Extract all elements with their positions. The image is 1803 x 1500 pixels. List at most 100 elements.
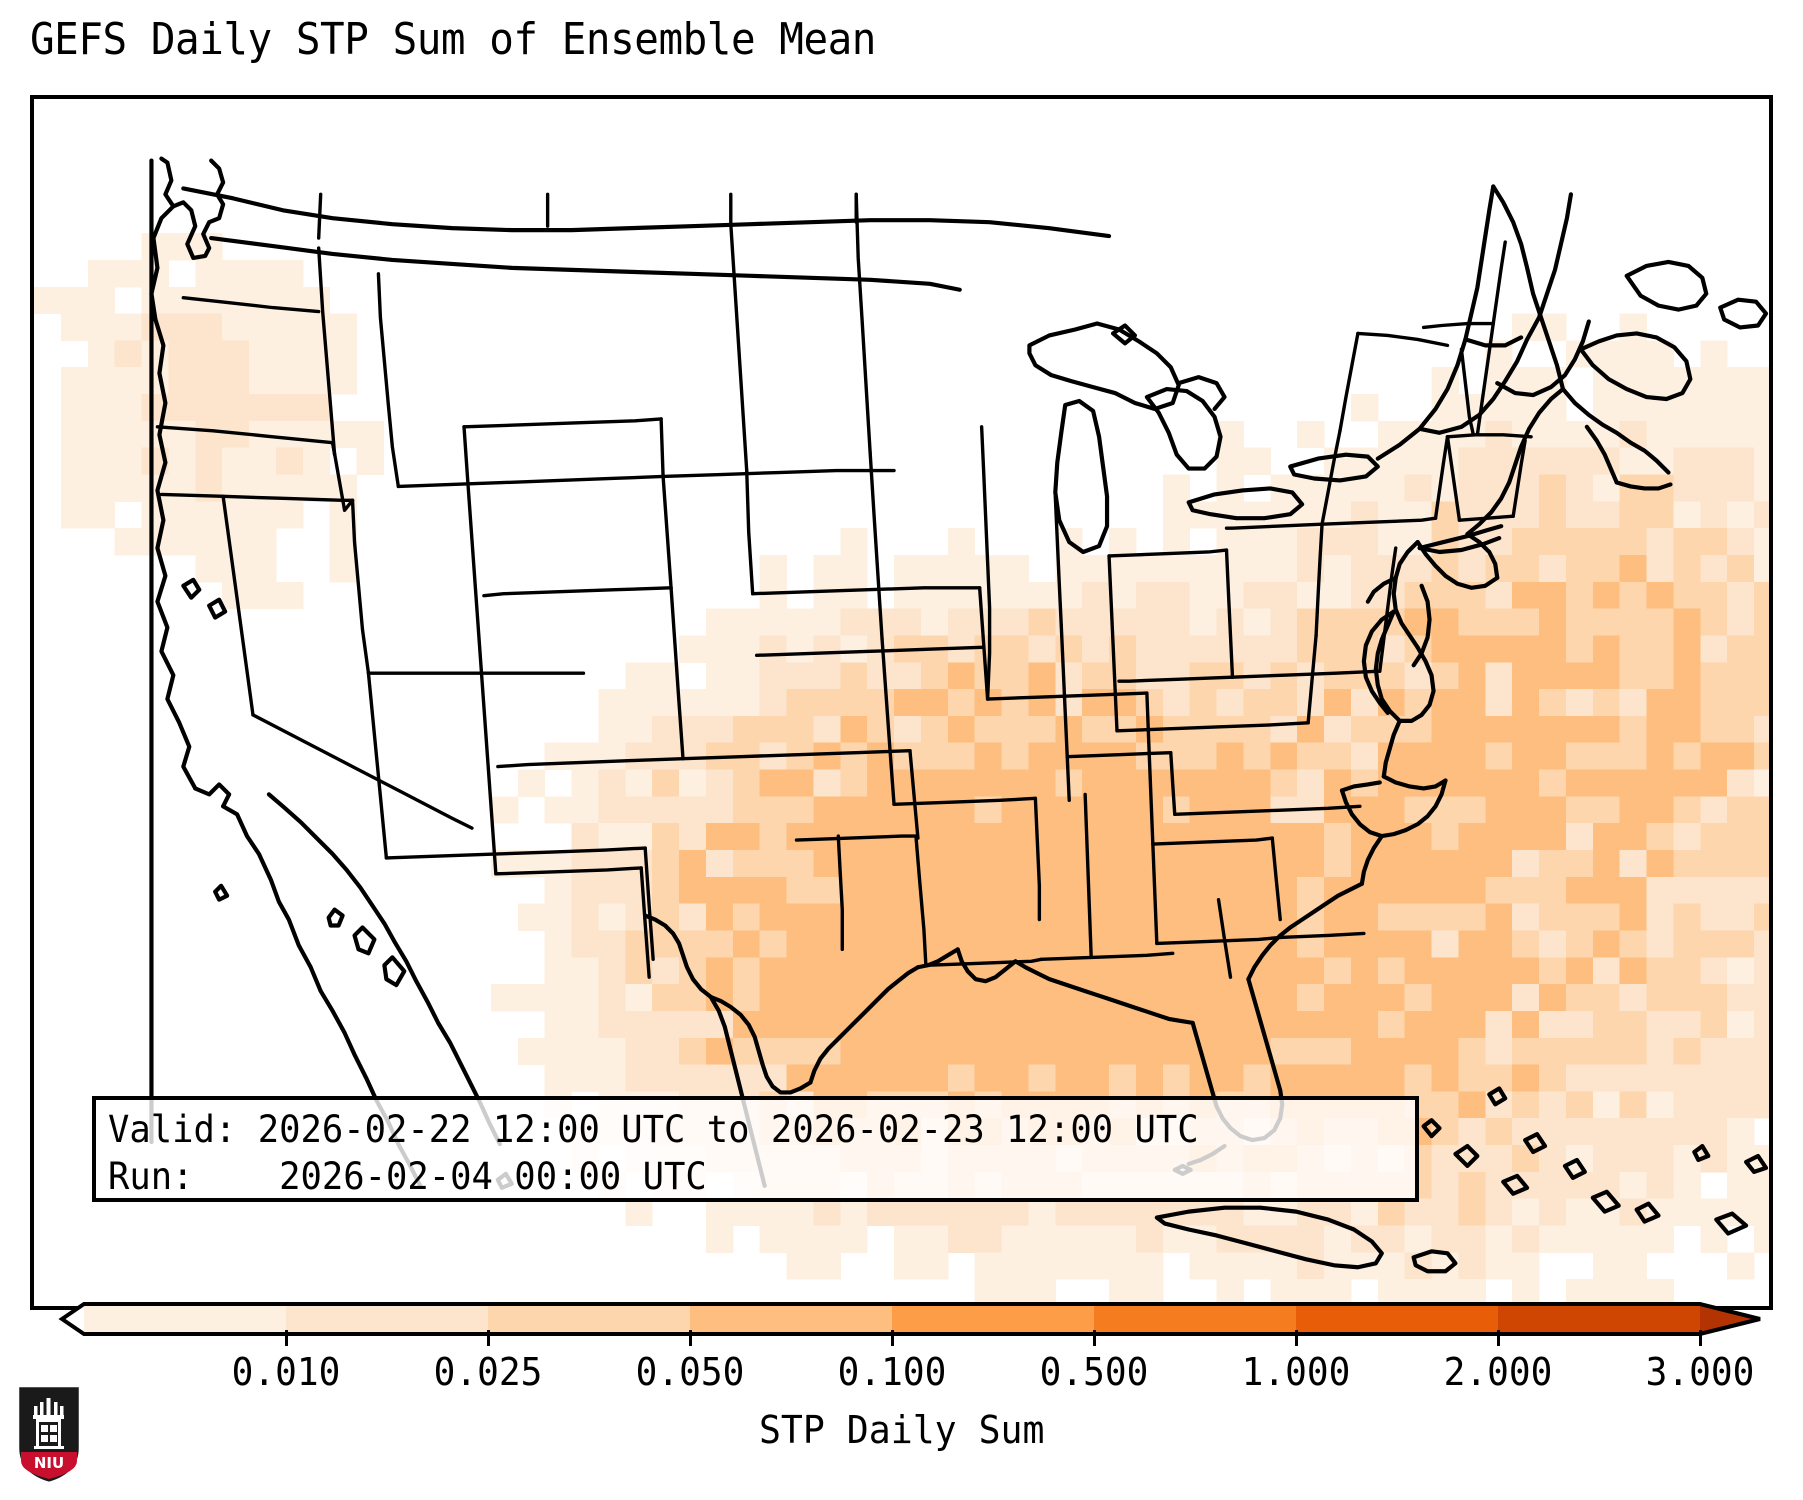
stp-grid-cell (1646, 367, 1674, 395)
stp-grid-cell (1619, 796, 1648, 824)
stp-grid-cell (275, 420, 304, 449)
stp-grid-cell (168, 501, 196, 529)
stp-grid-cell (1619, 876, 1648, 905)
colorbar-band (892, 1304, 1095, 1334)
niu-shield-logo: NIU (14, 1382, 84, 1486)
stp-grid-cell (1700, 340, 1728, 368)
stp-grid-cell (652, 1037, 680, 1066)
stp-grid-cell (786, 823, 814, 851)
stp-grid-cell (1270, 742, 1298, 771)
stp-grid-cell (920, 876, 949, 905)
stp-grid-cell (1297, 608, 1325, 636)
stp-grid-cell (1592, 1037, 1621, 1066)
stp-grid-cell (813, 930, 841, 958)
stp-grid-cell (813, 662, 841, 690)
stp-grid-cell (679, 796, 707, 824)
stp-grid-cell (1539, 635, 1567, 663)
niu-red-banner (21, 1452, 77, 1479)
stp-grid-cell (1055, 850, 1083, 878)
stp-grid-cell (813, 984, 841, 1012)
stp-grid-cell (195, 394, 223, 422)
stp-grid-cell (652, 1010, 680, 1039)
stp-grid-cell (1297, 850, 1325, 878)
stp-grid-cell (867, 1037, 895, 1066)
stp-grid-cell (1431, 608, 1459, 636)
stp-grid-cell (1592, 876, 1621, 905)
stp-grid-cell (1162, 1010, 1191, 1039)
stp-grid-cell (947, 1198, 976, 1227)
stp-grid-cell (1539, 769, 1567, 797)
stp-grid-cell (1055, 1252, 1083, 1280)
stp-grid-cell (974, 850, 1003, 878)
stp-grid-cell (1646, 1091, 1674, 1119)
stp-grid-cell (571, 1037, 599, 1066)
stp-grid-cell (705, 635, 734, 663)
stp-grid-cell (840, 581, 868, 610)
stp-grid-cell (1754, 367, 1769, 395)
stp-grid-cell (1431, 1198, 1459, 1227)
stp-grid-cell (1646, 447, 1674, 476)
stp-grid-cell (1539, 742, 1567, 771)
stp-grid-cell (1162, 742, 1191, 771)
stp-grid-cell (1458, 689, 1486, 717)
stp-grid-cell (705, 876, 734, 905)
stp-grid-cell (1243, 608, 1271, 636)
stp-grid-cell (1700, 554, 1728, 583)
stp-grid-cell (1539, 715, 1567, 744)
stp-grid-cell (1377, 984, 1406, 1012)
stp-grid-cell (1592, 689, 1621, 717)
stp-grid-cell (705, 796, 734, 824)
stp-grid-cell (732, 876, 761, 905)
stp-grid-cell (947, 608, 976, 636)
stp-grid-cell (1727, 769, 1755, 797)
stp-grid-cell (1646, 823, 1674, 851)
stp-grid-cell (813, 823, 841, 851)
stp-grid-cell (302, 474, 331, 502)
stp-grid-cell (1565, 850, 1594, 878)
stp-grid-cell (1673, 554, 1701, 583)
stp-grid-cell (840, 930, 868, 958)
stp-grid-cell (1485, 876, 1513, 905)
stp-grid-cell (786, 1198, 814, 1227)
stp-grid-cell (1001, 1198, 1029, 1227)
stp-grid-cell (168, 340, 196, 368)
stp-grid-cell (1082, 930, 1110, 958)
stp-grid-cell (1001, 1279, 1029, 1306)
stp-grid-cell (813, 796, 841, 824)
stp-grid-cell (1458, 1091, 1486, 1119)
stp-grid-cell (222, 286, 250, 315)
stp-grid-cell (1458, 715, 1486, 744)
stp-grid-cell (813, 1252, 841, 1280)
stp-grid-cell (867, 1064, 895, 1092)
stp-grid-cell (1646, 420, 1674, 449)
stp-grid-cell (1350, 1198, 1379, 1227)
stp-grid-cell (1189, 823, 1218, 851)
run-time-line: Run: 2026-02-04 00:00 UTC (108, 1155, 707, 1198)
stp-grid-cell (1592, 1064, 1621, 1092)
stp-grid-cell (1512, 984, 1540, 1012)
stp-grid-cell (840, 1198, 868, 1227)
stp-grid-cell (1539, 903, 1567, 931)
stp-grid-cell (1324, 447, 1352, 476)
stp-grid-cell (1565, 930, 1594, 958)
stp-grid-cell (1673, 581, 1701, 610)
stp-grid-cell (1458, 554, 1486, 583)
stp-grid-cell (840, 903, 868, 931)
stp-grid-cell (1700, 796, 1728, 824)
stp-grid-cell (947, 554, 976, 583)
stp-grid-cell (1727, 715, 1755, 744)
stp-grid-cell (1431, 1091, 1459, 1119)
stp-grid-cell (1350, 984, 1379, 1012)
stp-grid-cell (1109, 930, 1137, 958)
stp-grid-cell (1565, 1118, 1594, 1146)
stp-grid-cell (1727, 984, 1755, 1012)
stp-grid-cell (1243, 528, 1271, 556)
stp-grid-cell (1404, 1037, 1433, 1066)
stp-grid-cell (1324, 903, 1352, 931)
stp-grid-cell (1055, 689, 1083, 717)
stp-grid-cell (598, 742, 626, 771)
stp-grid-cell (947, 850, 976, 878)
stp-grid-cell (759, 715, 788, 744)
stp-grid-cell (1539, 420, 1567, 449)
stp-grid-cell (60, 313, 89, 341)
